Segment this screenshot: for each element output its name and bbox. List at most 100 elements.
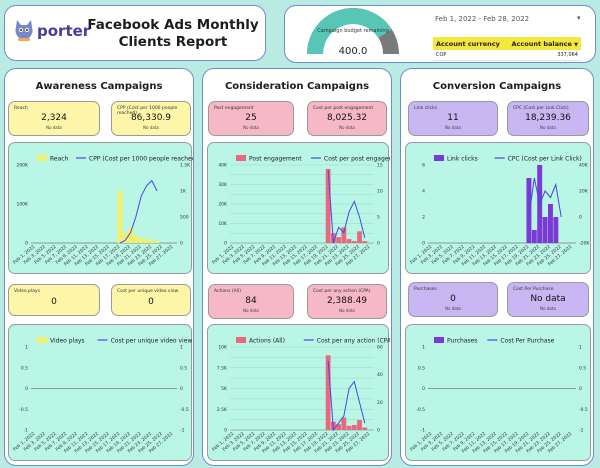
y-tick-left: 4 bbox=[422, 189, 425, 195]
y-tick-left: 6 bbox=[422, 163, 425, 169]
chart-legend: Reach CPP (Cost per 1000 people reached) bbox=[37, 155, 193, 163]
chart-legend: Purchases Cost Per Purchase bbox=[434, 337, 555, 345]
y-tick-right: 500 bbox=[180, 215, 189, 221]
legend-bar-swatch bbox=[37, 155, 47, 161]
y-tick-left: 10K bbox=[218, 345, 228, 351]
legend-bar-label: Post engagement bbox=[249, 156, 302, 163]
column-header-balance[interactable]: Account balance ▼ bbox=[511, 39, 579, 48]
y-tick-left: -1 bbox=[24, 428, 29, 434]
chart-legend: Video plays Cost per unique video view bbox=[37, 337, 192, 345]
y-tick-left: 100K bbox=[16, 202, 29, 208]
budget-value: 400.0 bbox=[338, 46, 368, 57]
chart-legend: Link clicks CPC (Cost per Link Click) bbox=[434, 155, 582, 163]
y-tick-left: 0.5 bbox=[418, 365, 425, 371]
legend-line-label: Cost per post engagem... bbox=[324, 156, 390, 163]
bar bbox=[117, 191, 123, 243]
legend-bar-swatch bbox=[434, 155, 444, 161]
y-tick-right: 0 bbox=[180, 241, 183, 247]
bar bbox=[362, 241, 368, 243]
series-line bbox=[528, 177, 562, 218]
legend-bar-swatch bbox=[37, 337, 47, 343]
y-tick-left: 0 bbox=[25, 241, 28, 247]
legend-bar-swatch bbox=[434, 337, 444, 343]
report-header-card: porter Facebook Ads Monthly Clients Repo… bbox=[4, 5, 266, 61]
legend-bar-label: Actions (All) bbox=[249, 338, 285, 345]
y-tick-left: 2 bbox=[422, 215, 425, 221]
bar bbox=[531, 230, 537, 243]
bar bbox=[122, 232, 128, 243]
legend-bar-swatch bbox=[236, 155, 246, 161]
reach-scorecard: Reach 2,324 No data bbox=[8, 101, 100, 136]
conversion-section: Conversion Campaigns Link clicks 11 No d… bbox=[400, 68, 594, 466]
actions-scorecard: Actions (All) 84 No data bbox=[208, 284, 294, 319]
bar bbox=[149, 240, 155, 243]
brand-name: porter bbox=[37, 22, 91, 40]
bar bbox=[341, 227, 347, 243]
y-tick-right: 0.5 bbox=[579, 365, 586, 371]
cpa-scorecard: Cost per any action (CPA) 2,388.49 No da… bbox=[307, 284, 387, 319]
date-range-caret-icon[interactable]: ▾ bbox=[577, 14, 581, 22]
bar bbox=[357, 231, 362, 243]
awareness-title: Awareness Campaigns bbox=[35, 81, 163, 92]
y-tick-right: -0.5 bbox=[180, 407, 189, 413]
table-header: Account currency Account balance ▼ bbox=[433, 37, 581, 50]
y-tick-right: 15 bbox=[377, 163, 383, 169]
y-tick-right: 0.5 bbox=[180, 365, 187, 371]
column-header-currency[interactable]: Account currency bbox=[436, 39, 500, 48]
purchases-scorecard: Purchases 0 No data bbox=[408, 282, 498, 317]
y-tick-right: 1K bbox=[180, 189, 187, 195]
date-range-picker[interactable]: Feb 1, 2022 - Feb 28, 2022 bbox=[435, 15, 530, 23]
post-engagement-chart: Post engagement Cost per post engagem... 4… bbox=[207, 142, 390, 274]
cpp-scorecard: CPP (Cost per 1000 people reached) 86,33… bbox=[111, 101, 191, 136]
bar bbox=[346, 425, 352, 430]
legend-bar-swatch bbox=[236, 337, 246, 343]
y-tick-left: 0.5 bbox=[21, 365, 28, 371]
y-tick-right: -0.5 bbox=[579, 407, 588, 413]
legend-bar-label: Purchases bbox=[447, 338, 477, 345]
y-tick-right: 10 bbox=[377, 189, 383, 195]
y-tick-right: 1.5K bbox=[180, 163, 191, 169]
bar bbox=[128, 227, 133, 243]
chart-legend: Post engagement Cost per post engagem... bbox=[236, 155, 390, 163]
legend-line-label: Cost Per Purchase bbox=[500, 338, 554, 345]
bar bbox=[336, 237, 342, 243]
series-line bbox=[119, 179, 158, 244]
conversion-title: Conversion Campaigns bbox=[432, 81, 562, 92]
consideration-title: Consideration Campaigns bbox=[224, 81, 370, 92]
bar bbox=[357, 420, 362, 430]
bar bbox=[542, 217, 548, 243]
y-tick-left: 0 bbox=[224, 241, 227, 247]
y-tick-left: -0.5 bbox=[416, 407, 425, 413]
account-currency-table: Account currency Account balance ▼ COP 3… bbox=[433, 37, 581, 61]
cost-per-engagement-scorecard: Cost per post engagement 8,025.32 No dat… bbox=[307, 101, 387, 136]
cost-per-purchase-scorecard: Cost Per Purchase No data No data bbox=[507, 282, 589, 317]
bar bbox=[138, 237, 144, 243]
y-tick-left: 10K bbox=[218, 221, 228, 227]
cpc-scorecard: CPC (Cost per Link Click) 18,239.36 No d… bbox=[507, 101, 589, 136]
sort-desc-icon: ▼ bbox=[574, 41, 578, 48]
y-tick-right: 40K bbox=[579, 163, 589, 169]
y-tick-right: 20K bbox=[579, 189, 589, 195]
table-row: COP 337,064 bbox=[433, 50, 581, 61]
y-tick-right: 0 bbox=[377, 241, 380, 247]
purchases-chart: Purchases Cost Per Purchase 1 0.5 0 -0.5 -1 1 0.… bbox=[405, 324, 591, 461]
bar bbox=[351, 425, 357, 430]
y-tick-left: 30K bbox=[218, 182, 228, 188]
bar bbox=[341, 417, 347, 430]
legend-line-label: Cost per any action (CPA) bbox=[317, 338, 390, 345]
legend-line-label: CPC (Cost per Link Click) bbox=[508, 156, 582, 163]
bar bbox=[154, 240, 160, 243]
y-tick-right: 40 bbox=[377, 372, 383, 378]
y-tick-left: 40K bbox=[218, 163, 228, 169]
post-engagement-scorecard: Post engagement 25 No data bbox=[208, 101, 294, 136]
y-tick-right: -1 bbox=[579, 428, 584, 434]
legend-bar-label: Link clicks bbox=[447, 156, 478, 163]
y-tick-left: 1 bbox=[422, 345, 425, 351]
bar bbox=[336, 424, 342, 430]
bar bbox=[144, 239, 149, 243]
awareness-section: Awareness Campaigns Reach 2,324 No data … bbox=[4, 68, 194, 466]
y-tick-right: 0 bbox=[579, 386, 582, 392]
legend-line-label: CPP (Cost per 1000 people reached) bbox=[89, 156, 193, 163]
cat-logo-icon bbox=[15, 20, 33, 41]
y-tick-left: 7.5K bbox=[217, 365, 228, 371]
